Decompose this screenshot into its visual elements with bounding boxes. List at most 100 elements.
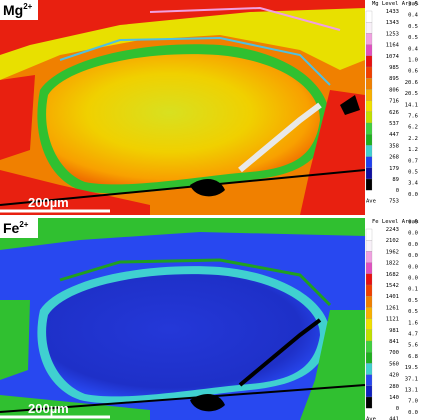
legend-area-percent: 19.5 — [405, 365, 418, 371]
legend-level: 1822 — [386, 261, 399, 267]
color-swatch — [366, 123, 372, 134]
legend-level: 2243 — [386, 227, 399, 233]
color-swatch — [366, 67, 372, 78]
legend-area-percent: 0.4 — [408, 46, 419, 52]
legend-area-percent: 0.0 — [408, 192, 418, 198]
color-swatch — [366, 274, 372, 285]
legend-level: 1542 — [386, 283, 399, 289]
legend-area-percent: 1.2 — [408, 147, 418, 153]
legend-average: 441 — [389, 416, 399, 420]
legend-level: 1261 — [386, 305, 399, 311]
element-charge: 2+ — [19, 220, 28, 229]
legend-level: 1074 — [386, 54, 400, 60]
figure: Mg2+200µmMg Level Area%14331343125311641… — [0, 0, 430, 420]
mg-map — [0, 0, 365, 215]
element-symbol: Mg — [3, 2, 23, 18]
legend-area-percent: 0.5 — [408, 298, 418, 304]
color-swatch — [366, 285, 372, 296]
legend-area-percent: 3.4 — [408, 181, 419, 187]
legend-level: 806 — [389, 87, 399, 93]
legend-area-percent: 4.7 — [408, 332, 418, 338]
color-swatch — [366, 22, 372, 33]
legend-area-percent: 0.4 — [408, 13, 419, 19]
legend-level: 89 — [392, 177, 399, 183]
legend-area-percent: 1.6 — [408, 320, 418, 326]
legend-level: 981 — [389, 328, 399, 334]
element-charge: 2+ — [23, 2, 32, 11]
element-symbol: Fe — [3, 220, 20, 236]
legend-level: 268 — [389, 155, 399, 161]
legend-area-percent: 7.6 — [408, 114, 418, 120]
legend-average: 753 — [389, 198, 399, 204]
legend-level: 0 — [396, 188, 399, 194]
color-swatch — [366, 240, 372, 251]
color-swatch — [366, 375, 372, 386]
legend-area-percent: 7.0 — [408, 399, 418, 405]
legend-level: 560 — [389, 361, 399, 367]
legend-level: 1401 — [386, 294, 399, 300]
color-swatch — [366, 45, 372, 56]
legend-level: 1682 — [386, 272, 399, 278]
legend-level: 179 — [389, 166, 399, 172]
legend-level: 280 — [389, 384, 399, 390]
color-swatch — [366, 229, 372, 240]
color-swatch — [366, 89, 372, 100]
color-swatch — [366, 263, 372, 274]
legend-area-percent: 0.0 — [408, 220, 418, 226]
color-swatch — [366, 168, 372, 179]
legend-level: 1962 — [386, 249, 399, 255]
legend-area-percent: 0.7 — [408, 158, 418, 164]
color-swatch — [366, 330, 372, 341]
legend-area-percent: 0.5 — [408, 170, 418, 176]
legend-level: 700 — [389, 350, 399, 356]
color-swatch — [366, 307, 372, 318]
legend-area-percent: 0.1 — [408, 287, 418, 293]
legend-level: 537 — [389, 121, 399, 127]
color-swatch — [366, 33, 372, 44]
legend-area-percent: 5.6 — [408, 343, 418, 349]
color-swatch — [366, 134, 372, 145]
legend-level: 1121 — [386, 317, 399, 323]
legend-area-percent: 0.6 — [408, 69, 418, 75]
legend-level: 716 — [389, 99, 399, 105]
color-swatch — [366, 363, 372, 374]
legend-area-percent: 20.6 — [405, 80, 418, 86]
color-swatch — [366, 145, 372, 156]
color-swatch — [366, 352, 372, 363]
color-swatch — [366, 251, 372, 262]
legend-area-percent: 0.5 — [408, 309, 418, 315]
legend-level: 2102 — [386, 238, 399, 244]
legend-area-percent: 14.1 — [405, 102, 418, 108]
legend-area-percent: 6.2 — [408, 125, 418, 131]
color-swatch — [366, 386, 372, 397]
legend-average-label: Ave — [366, 416, 376, 420]
legend-level: 447 — [389, 132, 399, 138]
legend-area-percent: 0.0 — [408, 276, 418, 282]
legend-area-percent: 2.2 — [408, 136, 418, 142]
legend-level: 0 — [396, 406, 399, 412]
legend-area-percent: 0.0 — [408, 264, 418, 270]
legend-area-percent: 0.0 — [408, 253, 418, 259]
legend-area-percent: 0.5 — [408, 24, 418, 30]
legend-level: 626 — [389, 110, 399, 116]
legend-level: 1343 — [386, 20, 399, 26]
legend-level: 895 — [389, 76, 399, 82]
legend-level: 420 — [389, 373, 399, 379]
legend-area-percent: 20.5 — [405, 91, 418, 97]
legend-area-percent: 0.0 — [408, 410, 418, 416]
legend-level: 140 — [389, 395, 399, 401]
scale-bar-label: 200µm — [28, 401, 69, 416]
legend-level: 1164 — [386, 43, 400, 49]
scale-bar-label: 200µm — [28, 195, 69, 210]
color-swatch — [366, 157, 372, 168]
legend-average-label: Ave — [366, 198, 376, 204]
legend-level: 1253 — [386, 31, 399, 37]
color-swatch — [366, 319, 372, 330]
color-swatch — [366, 179, 372, 190]
legend-area-percent: 1.0 — [408, 58, 418, 64]
color-swatch — [366, 112, 372, 123]
color-swatch — [366, 56, 372, 67]
color-swatch — [366, 101, 372, 112]
color-swatch — [366, 11, 372, 22]
legend-area-percent: 6.8 — [408, 354, 418, 360]
